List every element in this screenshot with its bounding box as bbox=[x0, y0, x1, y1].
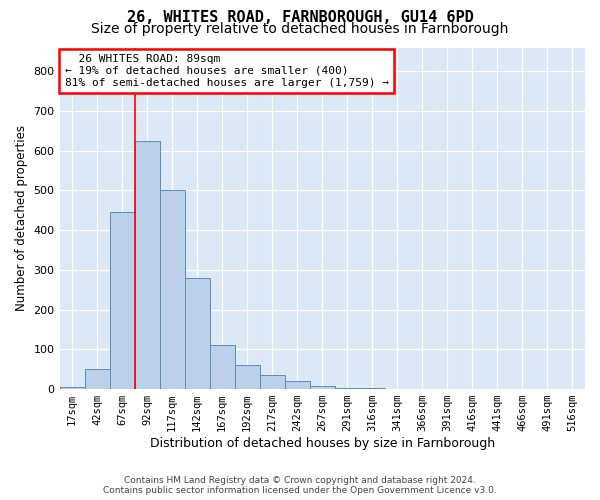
Bar bbox=[110, 212, 134, 389]
Text: Contains HM Land Registry data © Crown copyright and database right 2024.
Contai: Contains HM Land Registry data © Crown c… bbox=[103, 476, 497, 495]
Bar bbox=[209, 346, 235, 389]
Bar bbox=[335, 388, 360, 389]
Bar bbox=[185, 278, 209, 389]
Bar bbox=[310, 386, 335, 389]
Bar bbox=[260, 375, 285, 389]
Text: 26, WHITES ROAD, FARNBOROUGH, GU14 6PD: 26, WHITES ROAD, FARNBOROUGH, GU14 6PD bbox=[127, 10, 473, 25]
Bar bbox=[160, 190, 185, 389]
Bar bbox=[285, 381, 310, 389]
Bar bbox=[85, 369, 110, 389]
Bar bbox=[134, 141, 160, 389]
Bar bbox=[235, 366, 260, 389]
Text: Size of property relative to detached houses in Farnborough: Size of property relative to detached ho… bbox=[91, 22, 509, 36]
Y-axis label: Number of detached properties: Number of detached properties bbox=[15, 126, 28, 312]
Bar bbox=[59, 387, 85, 389]
X-axis label: Distribution of detached houses by size in Farnborough: Distribution of detached houses by size … bbox=[150, 437, 495, 450]
Text: 26 WHITES ROAD: 89sqm
← 19% of detached houses are smaller (400)
81% of semi-det: 26 WHITES ROAD: 89sqm ← 19% of detached … bbox=[65, 54, 389, 88]
Bar bbox=[360, 388, 385, 389]
